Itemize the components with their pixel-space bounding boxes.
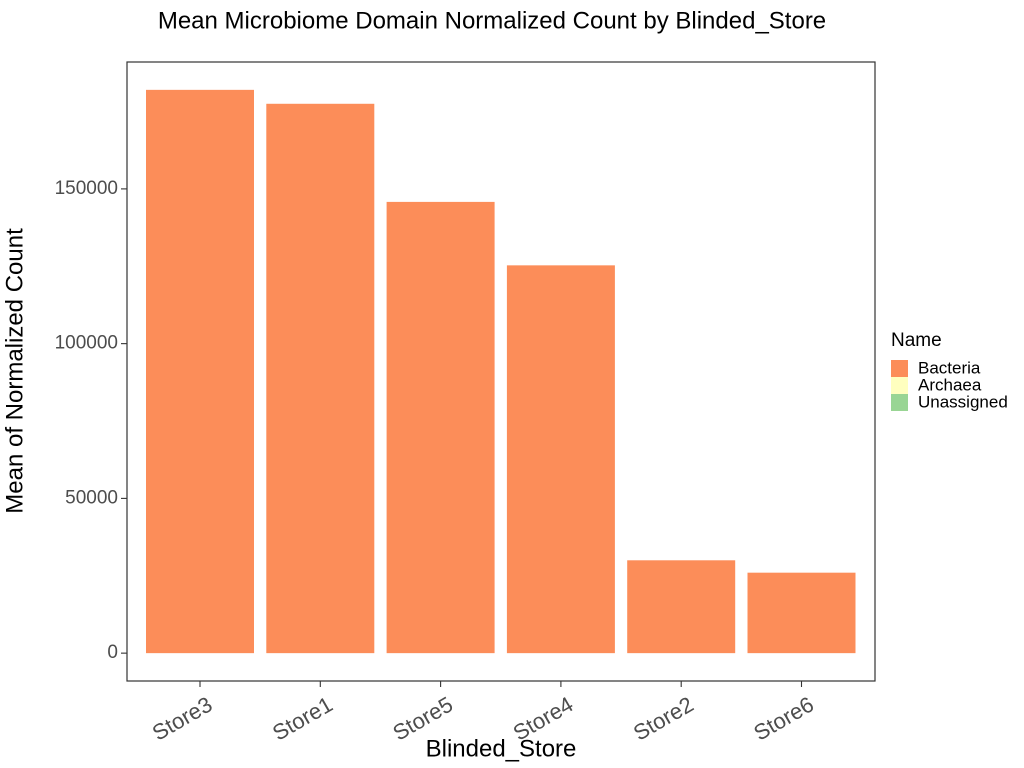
x-tick-label: Store2 [629, 692, 698, 746]
y-tick-label: 0 [107, 642, 118, 663]
legend-key-bacteria [891, 360, 908, 377]
y-axis-title: Mean of Normalized Count [1, 228, 28, 514]
y-tick-label: 100000 [55, 333, 118, 354]
bar-store6-bacteria [748, 573, 856, 653]
legend-key-unassigned [891, 394, 908, 411]
x-axis-title: Blinded_Store [426, 735, 577, 762]
y-axis: 0 50000 100000 150000 [55, 178, 127, 663]
bar-store5-bacteria [387, 202, 495, 653]
x-tick-label: Store3 [148, 692, 217, 746]
legend-title: Name [891, 330, 942, 351]
legend-key-archaea [891, 377, 908, 394]
bar-store2-bacteria [627, 560, 735, 653]
bar-store3-bacteria [146, 90, 254, 653]
chart-title: Mean Microbiome Domain Normalized Count … [158, 7, 826, 34]
y-tick-label: 50000 [65, 487, 118, 508]
bar-store4-bacteria [507, 265, 615, 653]
x-tick-label: Store1 [268, 692, 337, 746]
y-tick-label: 150000 [55, 178, 118, 199]
bar-store1-bacteria [266, 104, 374, 653]
x-tick-label: Store6 [749, 692, 818, 746]
legend-label-unassigned: Unassigned [918, 392, 1008, 411]
